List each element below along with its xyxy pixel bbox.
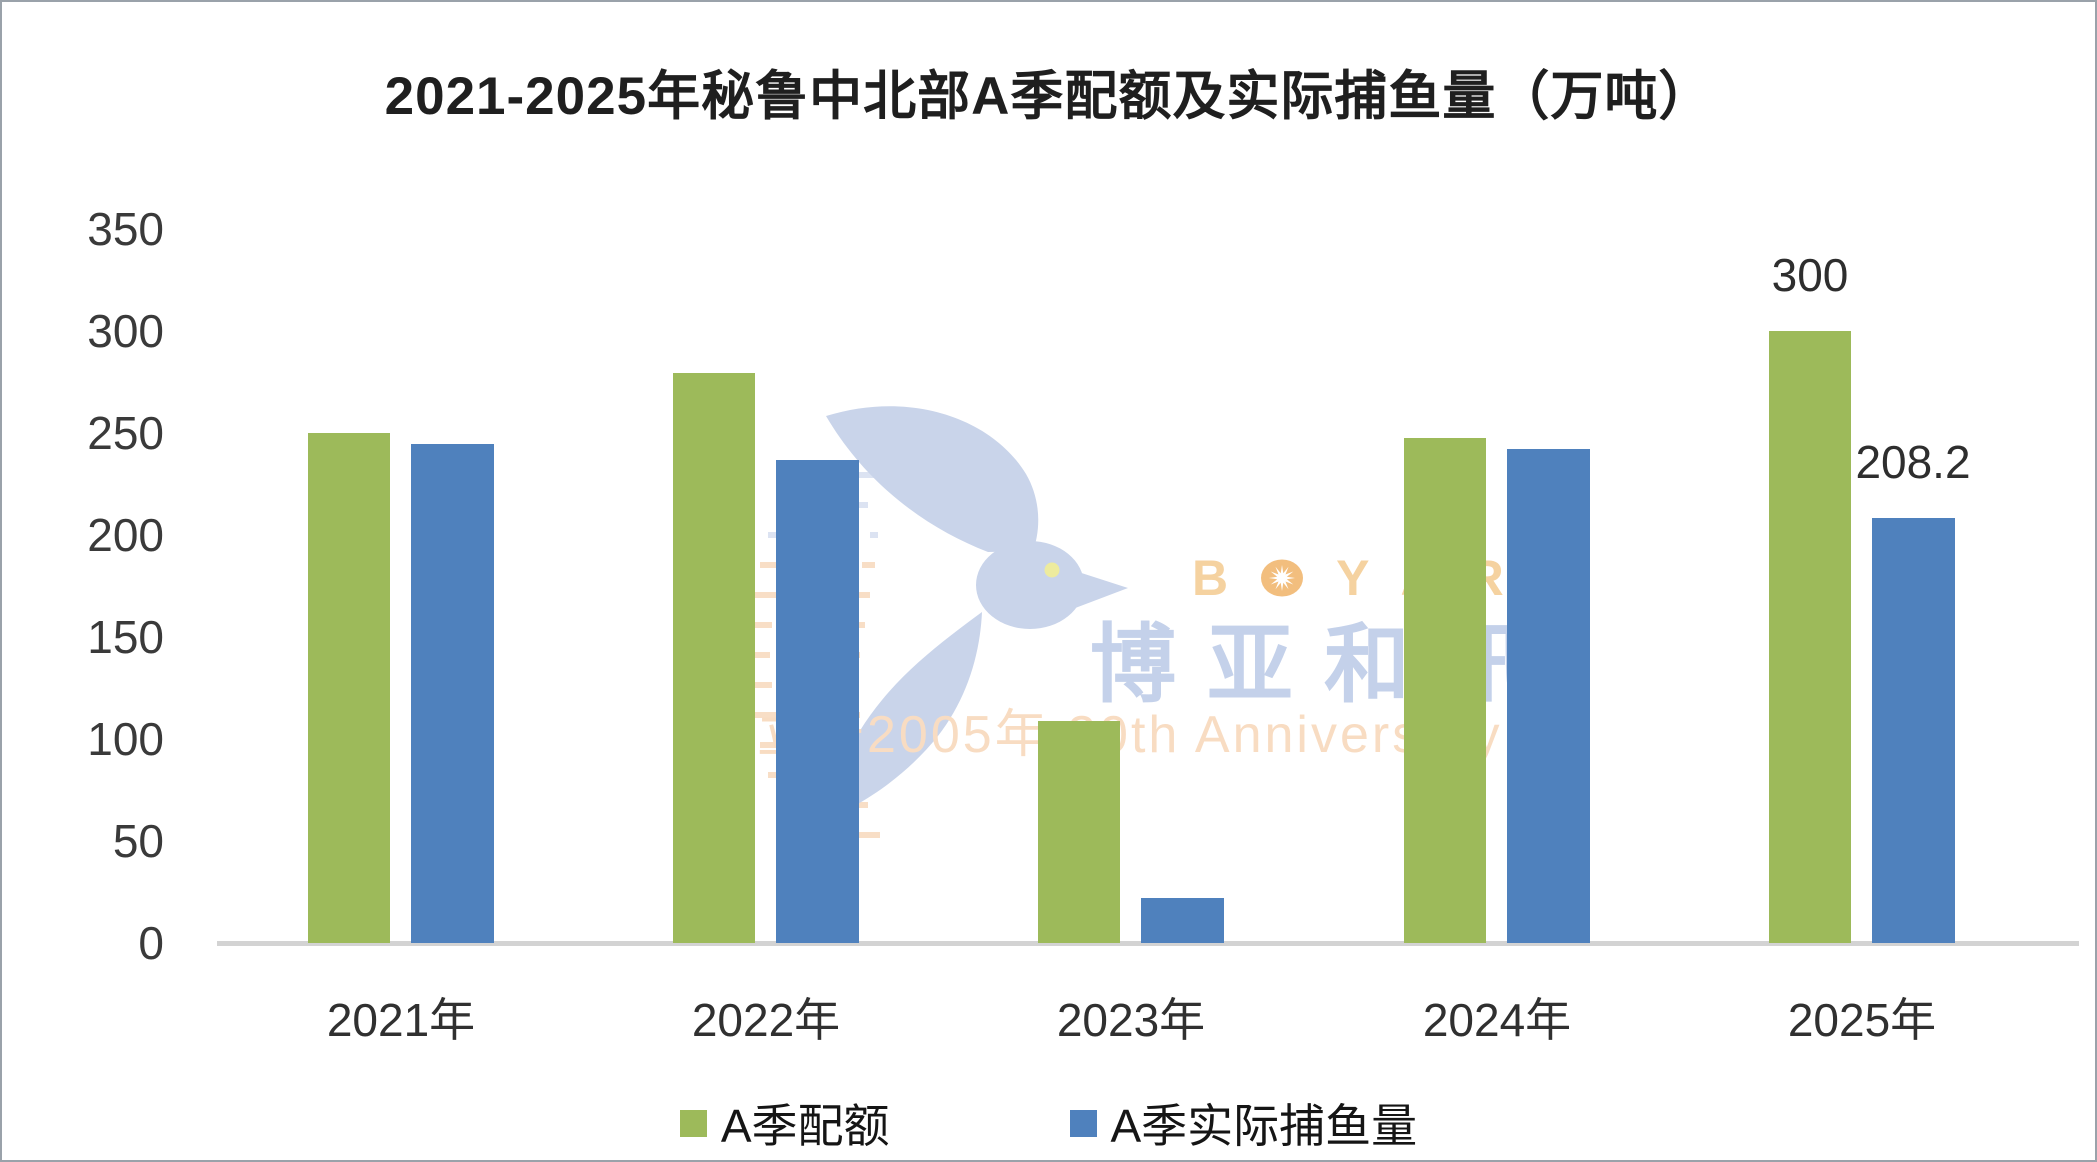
y-axis-tick-label: 50 bbox=[112, 815, 164, 867]
legend: A季配额 A季实际捕鱼量 bbox=[2, 1090, 2095, 1156]
bar-quota bbox=[1038, 721, 1120, 943]
x-axis-category-label: 2023年 bbox=[1056, 994, 1206, 1046]
legend-swatch-actual-catch bbox=[1069, 1109, 1097, 1137]
bar-actual-catch bbox=[776, 460, 859, 943]
chart-title: 2021-2025年秘鲁中北部A季配额及实际捕鱼量（万吨） bbox=[384, 67, 1713, 126]
x-axis-category-label: 2022年 bbox=[691, 994, 841, 1046]
y-axis-tick-label: 300 bbox=[87, 305, 164, 357]
y-axis-tick-label: 350 bbox=[87, 203, 164, 255]
legend-label-quota: A季配额 bbox=[720, 1100, 890, 1152]
y-axis-tick-label: 250 bbox=[87, 407, 164, 459]
legend-item-actual-catch: A季实际捕鱼量 bbox=[1069, 1090, 1418, 1156]
bar-data-label: 208.2 bbox=[1855, 436, 1971, 488]
bar-quota bbox=[673, 373, 755, 943]
x-axis-category-label: 2025年 bbox=[1787, 994, 1937, 1046]
y-axis-tick-label: 150 bbox=[87, 611, 164, 663]
bar-quota bbox=[308, 433, 390, 943]
bar-quota bbox=[1404, 438, 1486, 943]
bar-actual-catch bbox=[1872, 518, 1955, 943]
x-axis-category-label: 2024年 bbox=[1422, 994, 1572, 1046]
y-axis-tick-label: 0 bbox=[138, 917, 164, 969]
bar-actual-catch bbox=[1507, 449, 1590, 943]
y-axis-tick-label: 200 bbox=[87, 509, 164, 561]
bar-quota bbox=[1769, 331, 1851, 943]
legend-label-actual-catch: A季实际捕鱼量 bbox=[1110, 1100, 1418, 1152]
legend-swatch-quota bbox=[679, 1109, 707, 1137]
bar-actual-catch bbox=[1141, 898, 1224, 943]
bar-data-label: 300 bbox=[1771, 249, 1849, 301]
bar-actual-catch bbox=[411, 444, 494, 943]
x-axis-line bbox=[217, 941, 2079, 946]
legend-item-quota: A季配额 bbox=[679, 1090, 890, 1156]
y-axis-tick-label: 100 bbox=[87, 713, 164, 765]
x-axis-category-label: 2021年 bbox=[326, 994, 476, 1046]
